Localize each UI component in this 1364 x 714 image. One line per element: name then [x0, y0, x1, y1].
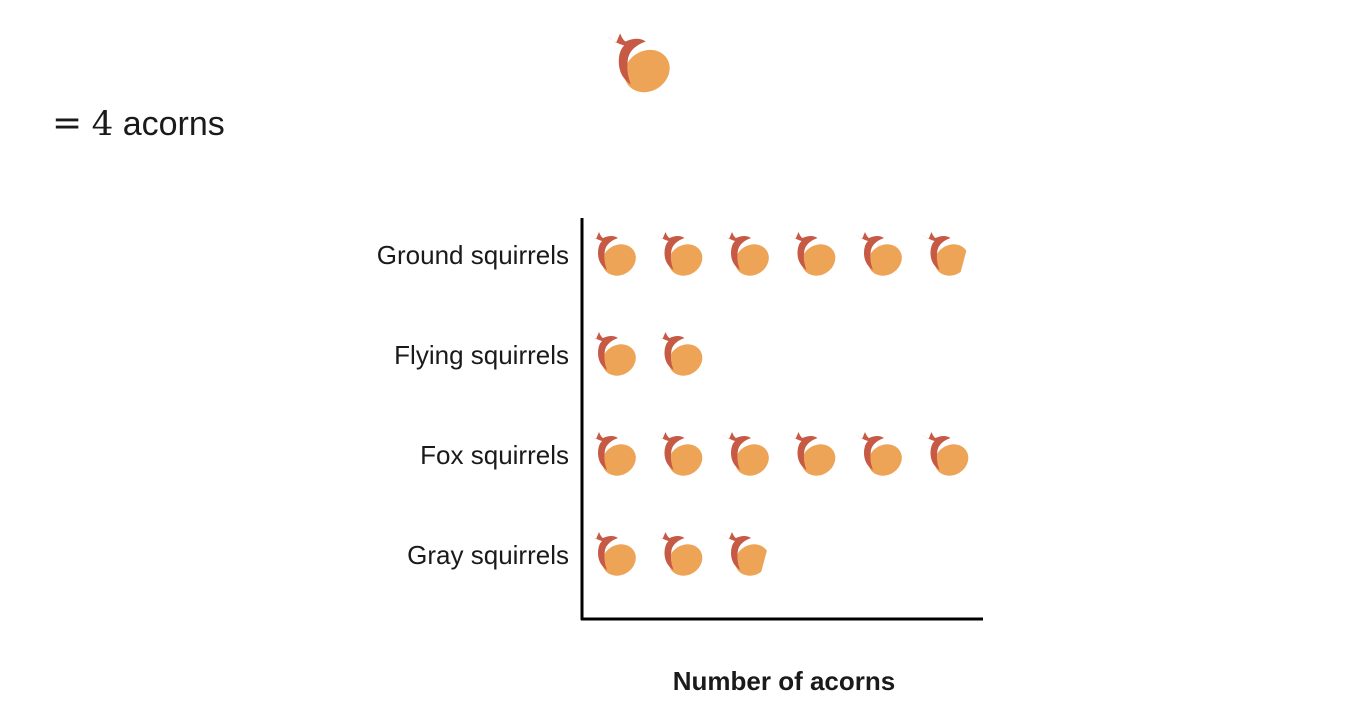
acorn-icon — [589, 532, 642, 582]
key-value: 4 — [91, 104, 114, 144]
key-unit: acorns — [122, 105, 225, 143]
row-label: Flying squirrels — [394, 340, 569, 370]
acorn-icon — [855, 432, 908, 482]
key-equals: = — [52, 103, 83, 144]
x-axis-label: Number of acorns — [673, 666, 896, 696]
acorn-icon — [589, 432, 642, 482]
row-label: Gray squirrels — [407, 540, 569, 570]
row-label: Fox squirrels — [420, 440, 569, 470]
acorn-icon — [606, 33, 670, 93]
acorn-icon — [655, 432, 709, 482]
key-legend-text: = 4 acorns — [52, 100, 225, 148]
acorn-icon — [655, 232, 709, 282]
acorn-icon — [589, 332, 642, 382]
acorn-icon — [921, 432, 975, 482]
half-acorn-icon — [921, 232, 973, 280]
acorn-icon — [722, 232, 775, 282]
acorn-icon — [722, 432, 775, 482]
acorn-icon — [655, 332, 709, 382]
half-acorn-icon — [722, 532, 773, 580]
acorn-icon — [655, 532, 709, 582]
acorn-icon — [589, 232, 642, 282]
acorn-icon — [855, 232, 908, 282]
acorn-icon — [788, 232, 842, 282]
key-acorn-icon — [602, 28, 684, 98]
row-label: Ground squirrels — [377, 240, 569, 270]
acorn-icon — [788, 432, 842, 482]
